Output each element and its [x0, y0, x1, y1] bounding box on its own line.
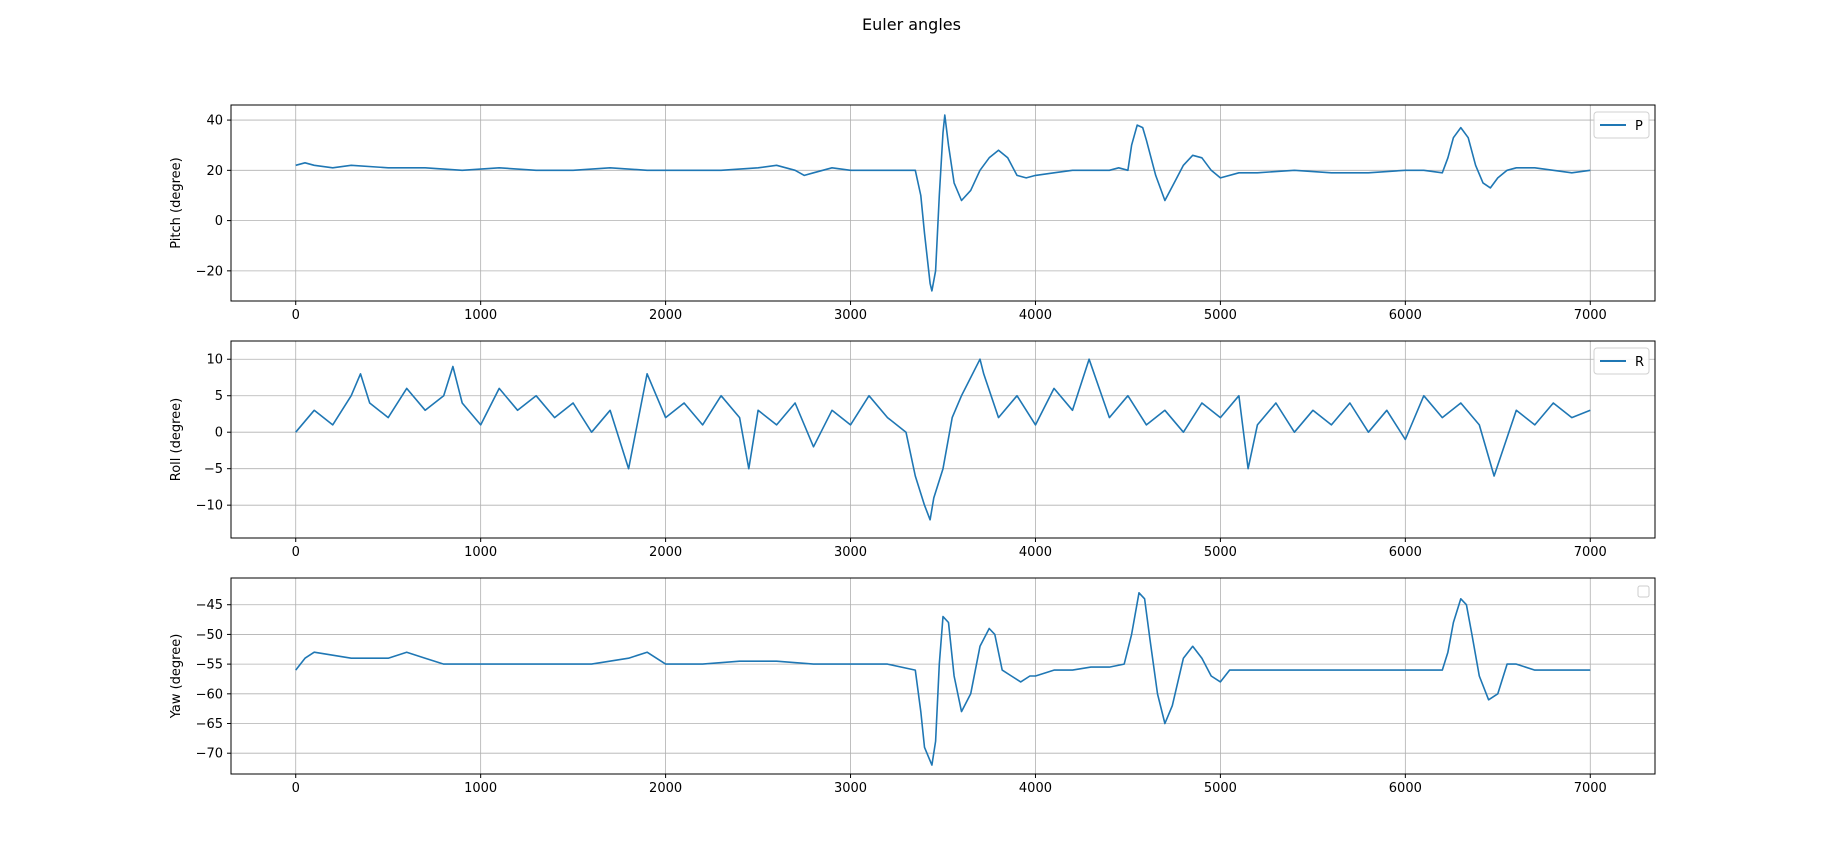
- x-tick-label: 2000: [649, 545, 682, 560]
- x-tick-label: 4000: [1019, 545, 1052, 560]
- figure-title: Euler angles: [862, 15, 961, 34]
- y-axis-label: Yaw (degree): [169, 634, 184, 720]
- y-tick-label: −5: [204, 462, 223, 477]
- x-tick-label: 1000: [464, 781, 497, 796]
- x-tick-label: 7000: [1574, 781, 1607, 796]
- legend-label: P: [1635, 119, 1643, 134]
- plot-frame: [230, 577, 1656, 775]
- subplot-1: 0 1000 2000 3000 4000 5000 6000 7000 −20 0 20 40 Pit…: [169, 104, 1656, 323]
- y-tick-label: −10: [196, 499, 223, 514]
- series-line-R: [295, 358, 1591, 521]
- legend-box-empty: [1637, 585, 1650, 598]
- legend-label: R: [1635, 355, 1644, 370]
- x-tick-label: 2000: [649, 308, 682, 323]
- x-tick-label: 5000: [1204, 781, 1237, 796]
- y-tick-label: 5: [215, 389, 223, 404]
- x-tick-label: 1000: [464, 545, 497, 560]
- x-tick-label: 5000: [1204, 545, 1237, 560]
- y-tick-label: 20: [206, 164, 223, 179]
- y-tick-label: −60: [196, 687, 223, 702]
- y-tick-label: 0: [215, 426, 223, 441]
- y-tick-label: −20: [196, 264, 223, 279]
- x-tick-label: 3000: [834, 545, 867, 560]
- x-tick-label: 6000: [1389, 781, 1422, 796]
- y-tick-label: −50: [196, 628, 223, 643]
- x-tick-label: 7000: [1574, 308, 1607, 323]
- x-tick-label: 0: [292, 545, 300, 560]
- y-tick-label: 0: [215, 214, 223, 229]
- x-tick-label: 5000: [1204, 308, 1237, 323]
- y-tick-label: −70: [196, 747, 223, 762]
- x-tick-label: 0: [292, 781, 300, 796]
- x-tick-label: 2000: [649, 781, 682, 796]
- y-tick-label: 10: [206, 353, 223, 368]
- y-tick-label: −55: [196, 658, 223, 673]
- y-axis-label: Pitch (degree): [169, 157, 184, 248]
- x-tick-label: 6000: [1389, 545, 1422, 560]
- y-tick-label: −45: [196, 598, 223, 613]
- y-tick-label: 40: [206, 114, 223, 129]
- x-tick-label: 6000: [1389, 308, 1422, 323]
- x-tick-label: 0: [292, 308, 300, 323]
- plot-frame: [230, 104, 1656, 302]
- subplot-2: 0 1000 2000 3000 4000 5000 6000 7000 −10 −5 0 5 10 Ro…: [169, 340, 1656, 560]
- x-tick-label: 3000: [834, 308, 867, 323]
- x-tick-label: 7000: [1574, 545, 1607, 560]
- y-tick-label: −65: [196, 717, 223, 732]
- series-line-yaw: [295, 591, 1591, 766]
- x-tick-label: 1000: [464, 308, 497, 323]
- x-tick-label: 3000: [834, 781, 867, 796]
- plot-frame: [230, 340, 1656, 539]
- x-tick-label: 4000: [1019, 308, 1052, 323]
- x-tick-label: 4000: [1019, 781, 1052, 796]
- series-line-P: [295, 114, 1591, 292]
- y-axis-label: Roll (degree): [169, 398, 184, 481]
- subplot-3: 0 1000 2000 3000 4000 5000 6000 7000 −70 −65 −60 −5…: [169, 577, 1656, 796]
